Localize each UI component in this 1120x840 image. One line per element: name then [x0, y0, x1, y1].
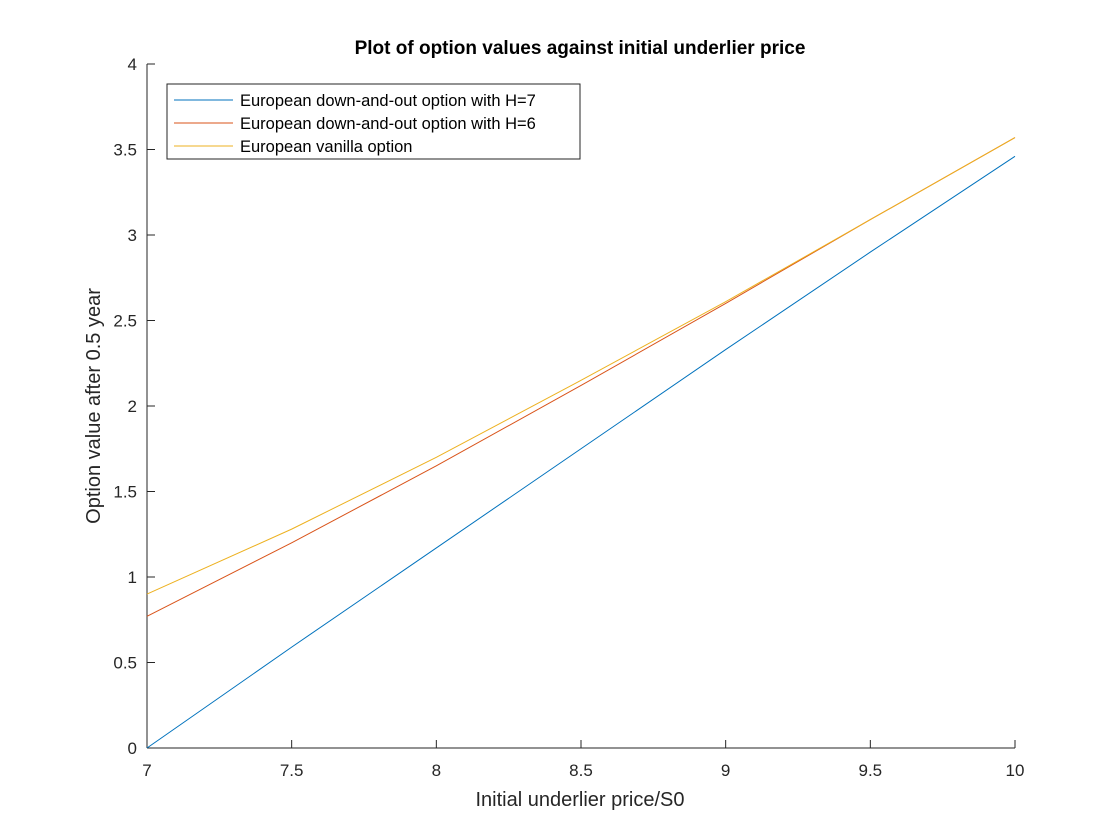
x-tick-label: 8 — [432, 761, 441, 780]
y-tick-label: 0 — [128, 739, 137, 758]
x-tick-label: 9.5 — [859, 761, 883, 780]
y-tick-label: 1 — [128, 568, 137, 587]
plot-series — [146, 137, 1016, 749]
y-tick-label: 4 — [128, 55, 137, 74]
y-tick-label: 3 — [128, 226, 137, 245]
x-tick-label: 7 — [142, 761, 151, 780]
x-tick-label: 7.5 — [280, 761, 304, 780]
x-tick-label: 10 — [1006, 761, 1025, 780]
series-line-2 — [146, 137, 1016, 617]
legend-label-1: European down-and-out option with H=7 — [240, 92, 536, 110]
x-tick-label: 8.5 — [569, 761, 593, 780]
x-tick-label: 9 — [721, 761, 730, 780]
series-line-3 — [146, 137, 1016, 595]
y-tick-label: 3.5 — [113, 141, 137, 160]
y-tick-label: 0.5 — [113, 654, 137, 673]
legend: European down-and-out option with H=7 Eur… — [166, 83, 581, 160]
y-tick-label: 2.5 — [113, 312, 137, 331]
x-axis-label: Initial underlier price/S0 — [476, 789, 685, 811]
y-tick-label: 1.5 — [113, 483, 137, 502]
series-line-1 — [146, 155, 1016, 749]
chart-title: Plot of option values against initial un… — [355, 38, 806, 59]
legend-box — [166, 83, 581, 160]
y-axis-label: Option value after 0.5 year — [83, 288, 105, 524]
axes: 7 7.5 8 8.5 9 9.5 10 0 0.5 1 1.5 2 2.5 3 3.5 4 — [113, 55, 1024, 780]
legend-entries: European down-and-out option with H=7 Eur… — [174, 92, 536, 156]
legend-label-3: European vanilla option — [240, 138, 412, 156]
legend-label-2: European down-and-out option with H=6 — [240, 115, 536, 133]
y-tick-label: 2 — [128, 397, 137, 416]
